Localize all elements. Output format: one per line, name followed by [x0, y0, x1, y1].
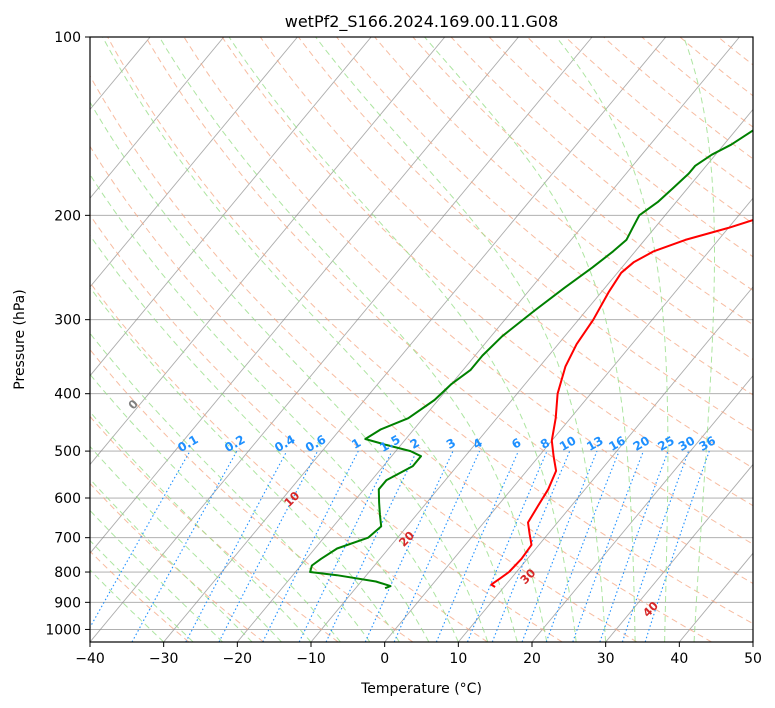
mixing-ratio-line: [364, 450, 454, 642]
y-tick-label: 1000: [45, 622, 81, 638]
isotherm-line: [90, 37, 593, 642]
y-tick-label: 400: [54, 387, 81, 403]
moist-adiabat-line: [315, 37, 607, 642]
isotherm-gridlines: [90, 37, 753, 642]
mixing-ratio-line: [90, 450, 191, 629]
isotherm-line: [236, 37, 740, 642]
mixing-ratio-lines: [90, 450, 710, 642]
mixing-ratio-line: [572, 450, 644, 642]
mixing-ratio-line: [621, 450, 690, 642]
plot-frame: [89, 36, 754, 643]
isotherm-line: [163, 37, 667, 642]
y-tick-label: 200: [54, 208, 81, 224]
dry-adiabat-line: [183, 37, 753, 545]
y-tick-label: 600: [54, 491, 81, 507]
moist-adiabat-line: [90, 286, 400, 642]
x-tick-label: 20: [523, 651, 541, 667]
x-tick-label: −10: [296, 651, 326, 667]
dewpoint-profile-line: [309, 129, 753, 590]
moist-adiabats: [90, 37, 715, 642]
dry-adiabat-line: [565, 37, 753, 192]
dry-adiabat-line: [450, 37, 753, 291]
mixing-ratio-line: [131, 450, 238, 642]
isotherm-line: [605, 463, 753, 642]
dry-adiabat-line: [107, 37, 753, 625]
moist-adiabat-line: [90, 332, 371, 642]
mixing-ratio-line: [435, 450, 519, 642]
x-axis-ticks: −40 −30 −20 −10 0 10 20 30 40 50: [75, 642, 762, 667]
mixing-ratio-line: [325, 450, 418, 642]
dry-adiabat-line: [259, 37, 753, 469]
y-axis-label: Pressure (hPa): [12, 289, 28, 389]
x-tick-label: 10: [449, 651, 467, 667]
isobar-gridlines: [90, 37, 753, 630]
y-tick-label: 700: [54, 531, 81, 547]
x-tick-label: 30: [597, 651, 615, 667]
moist-adiabat-line: [102, 37, 518, 642]
isotherm-line: [531, 375, 753, 642]
x-tick-label: −20: [223, 651, 253, 667]
isotherm-line: [90, 37, 298, 288]
x-tick-label: 40: [670, 651, 688, 667]
dry-adiabat-line: [603, 37, 753, 160]
x-tick-label: −30: [149, 651, 179, 667]
moist-adiabat-line: [556, 37, 669, 642]
mixing-ratio-line: [644, 450, 710, 642]
dry-adiabat-line: [145, 37, 753, 585]
mixing-ratio-line: [599, 450, 669, 642]
y-tick-label: 500: [54, 444, 81, 460]
isotherm-line: [90, 37, 225, 199]
chart-title: wetPf2_S166.2024.169.00.11.G08: [285, 12, 559, 32]
y-tick-label: 900: [54, 595, 81, 611]
x-tick-label: 0: [380, 651, 389, 667]
mixing-ratio-line: [393, 450, 481, 642]
y-axis-ticks: 100 200 300 400 500 600 700 800 900 1000: [45, 30, 90, 638]
isotherm-line: [384, 197, 753, 642]
dry-adiabat-line: [90, 75, 712, 642]
x-axis-label: Temperature (°C): [360, 681, 482, 697]
moist-adiabat-line: [90, 173, 459, 642]
dry-adiabat-line: [90, 214, 563, 642]
dry-adiabat-line: [336, 37, 753, 396]
y-tick-label: 300: [54, 313, 81, 329]
moist-adiabat-line: [228, 37, 577, 642]
temperature-profile-line: [490, 219, 753, 588]
moist-adiabat-line: [90, 539, 194, 642]
isotherm-line: [90, 37, 372, 377]
isotherm-line: [90, 37, 446, 466]
dry-adiabat-line: [374, 37, 753, 361]
isotherm-line: [457, 286, 753, 642]
x-tick-label: 50: [744, 651, 762, 667]
profile-series: [309, 129, 753, 590]
x-tick-label: −40: [75, 651, 105, 667]
y-tick-label: 100: [54, 30, 81, 46]
moist-adiabat-line: [90, 234, 430, 642]
plot-area: 0.10.20.40.611.52346810131620253036-100-…: [90, 37, 753, 642]
dry-adiabat-line: [90, 145, 638, 642]
y-tick-label: 800: [54, 565, 81, 581]
isotherm-line: [90, 37, 519, 554]
mixing-ratio-line: [298, 450, 393, 642]
moist-adiabat-line: [90, 509, 223, 642]
dry-adiabat-line: [90, 482, 264, 642]
moist-adiabat-line: [683, 37, 715, 642]
moist-adiabat-line: [90, 101, 489, 642]
moist-adiabat-line: [90, 373, 341, 642]
mixing-ratio-line: [466, 450, 548, 642]
moist-adiabat-line: [90, 569, 165, 642]
dry-adiabat-line: [90, 281, 488, 642]
dry-adiabat-line: [298, 37, 753, 432]
